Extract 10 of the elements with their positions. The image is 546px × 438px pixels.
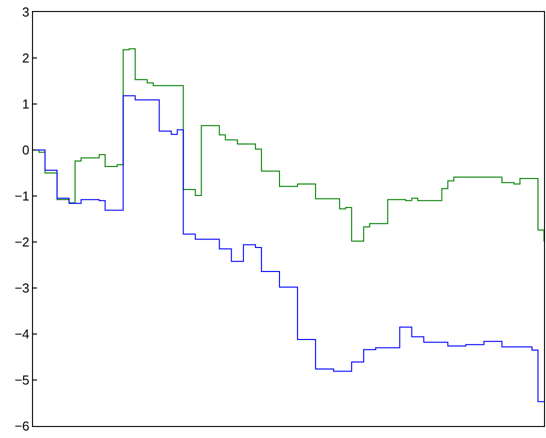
- y-tick-label: −1: [14, 188, 30, 204]
- y-tick-label: −2: [14, 234, 30, 250]
- y-tick-label: −6: [14, 418, 30, 434]
- y-tick-label: −5: [14, 372, 30, 388]
- y-tick-label: −4: [14, 326, 30, 342]
- y-tick-label: 2: [22, 50, 30, 66]
- y-tick-label: 3: [22, 4, 30, 20]
- y-tick-label: −3: [14, 280, 30, 296]
- y-tick-label: 1: [22, 96, 30, 112]
- y-tick-label: 0: [22, 142, 30, 158]
